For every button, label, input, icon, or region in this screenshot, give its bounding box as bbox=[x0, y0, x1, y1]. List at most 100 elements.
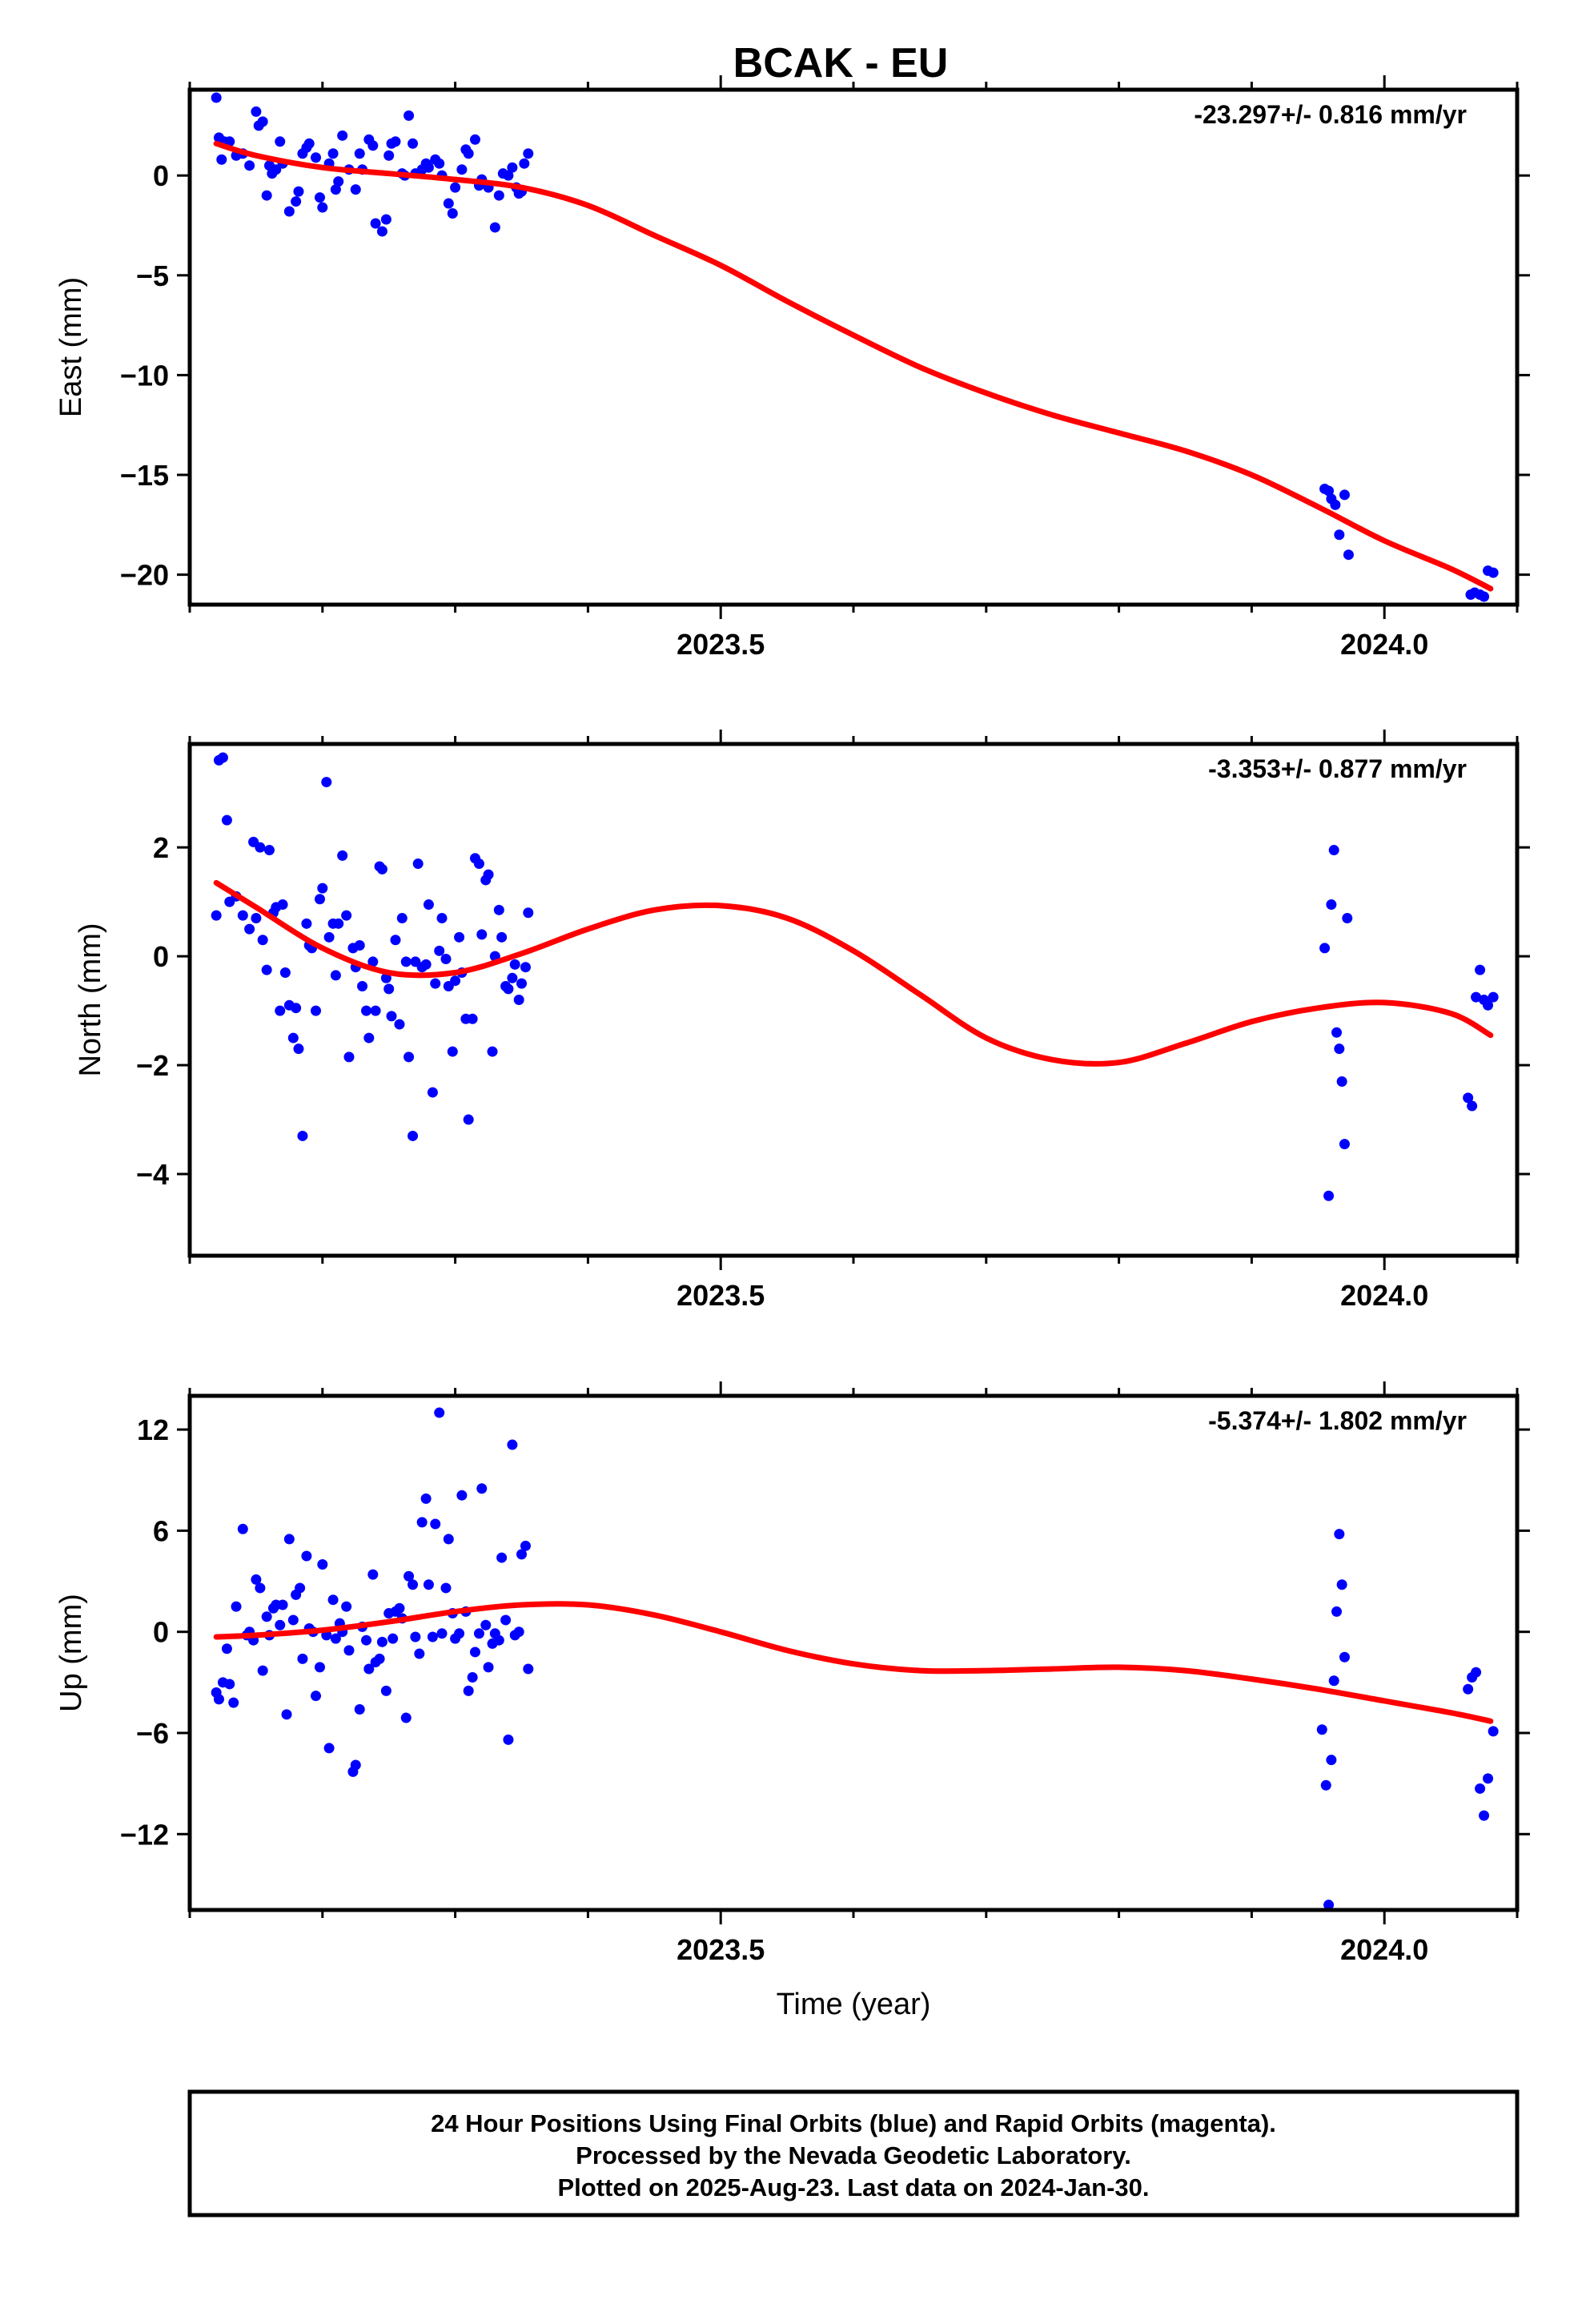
north-data-point bbox=[493, 904, 504, 915]
north-data-point bbox=[450, 975, 461, 987]
north-data-point bbox=[341, 910, 352, 921]
up-fit-line bbox=[213, 1601, 1494, 1724]
north-data-point bbox=[483, 869, 494, 880]
east-y-tick-label: −15 bbox=[120, 459, 169, 492]
east-data-point bbox=[257, 116, 268, 127]
north-data-point bbox=[487, 1046, 498, 1057]
up-data-point bbox=[469, 1647, 480, 1658]
east-data-point bbox=[317, 202, 328, 213]
north-data-point bbox=[380, 972, 391, 983]
up-data-point bbox=[473, 1628, 484, 1639]
east-data-point bbox=[293, 186, 304, 197]
up-data-point bbox=[1334, 1529, 1345, 1540]
east-data-point bbox=[354, 148, 365, 159]
north-data-point bbox=[337, 850, 348, 861]
up-data-point bbox=[503, 1734, 514, 1745]
up-data-point bbox=[1323, 1900, 1335, 1910]
up-data-point bbox=[354, 1704, 365, 1715]
north-data-point bbox=[463, 1114, 474, 1125]
up-data-point bbox=[1483, 1773, 1494, 1784]
north-data-point bbox=[287, 1032, 299, 1043]
up-data-point bbox=[427, 1631, 438, 1642]
up-data-point bbox=[476, 1483, 488, 1494]
up-data-point bbox=[277, 1599, 288, 1610]
east-data-point bbox=[1330, 499, 1341, 510]
north-data-point bbox=[367, 956, 379, 967]
north-data-point bbox=[509, 959, 520, 970]
up-data-point bbox=[414, 1648, 425, 1659]
time-axis-label: Time (year) bbox=[777, 1988, 931, 2021]
up-data-point bbox=[1463, 1683, 1474, 1695]
north-data-point bbox=[1331, 1027, 1343, 1038]
north-data-point bbox=[376, 863, 387, 875]
east-panel: 2023.5 2024.0 0 −5 −10 −15 −20 -23.297+/- 0.81… bbox=[54, 75, 1530, 661]
up-data-point bbox=[408, 1579, 419, 1590]
north-data-point bbox=[1463, 1092, 1474, 1104]
north-x-tick-label: 2024.0 bbox=[1340, 1279, 1428, 1312]
east-data-point bbox=[251, 106, 262, 117]
north-data-point bbox=[1323, 1190, 1335, 1201]
north-data-point bbox=[323, 931, 335, 943]
east-data-point bbox=[434, 158, 445, 169]
north-data-point bbox=[221, 814, 232, 826]
up-data-point bbox=[480, 1619, 492, 1630]
up-data-point bbox=[404, 1570, 415, 1582]
east-data-point bbox=[1343, 549, 1354, 561]
east-data-point bbox=[261, 190, 272, 201]
north-data-point bbox=[361, 1005, 372, 1016]
north-data-point bbox=[293, 1043, 304, 1055]
up-data-point bbox=[1320, 1779, 1331, 1791]
north-rate-label: -3.353+/- 0.877 mm/yr bbox=[1208, 754, 1467, 783]
east-y-tick-label: −5 bbox=[136, 259, 169, 292]
east-x-tick-label: 2024.0 bbox=[1340, 628, 1428, 661]
up-data-point bbox=[440, 1582, 452, 1594]
east-data-point bbox=[271, 164, 282, 175]
up-y-tick-label: 6 bbox=[153, 1514, 169, 1547]
east-rate-label: -23.297+/- 0.816 mm/yr bbox=[1194, 100, 1467, 129]
east-data-point bbox=[507, 162, 518, 173]
east-data-point bbox=[523, 148, 534, 159]
north-data-point bbox=[277, 899, 288, 911]
east-data-point bbox=[404, 110, 415, 121]
east-data-point bbox=[463, 148, 474, 159]
up-data-point bbox=[323, 1743, 335, 1754]
up-data-point bbox=[410, 1631, 421, 1642]
north-data-point bbox=[390, 935, 401, 946]
north-data-point bbox=[1467, 1100, 1478, 1112]
north-data-point bbox=[1326, 899, 1337, 911]
east-data-point bbox=[330, 184, 341, 195]
up-data-point bbox=[443, 1534, 454, 1545]
up-data-point bbox=[255, 1582, 266, 1594]
north-data-point bbox=[440, 954, 452, 965]
east-data-point bbox=[333, 176, 344, 187]
east-y-axis-label: East (mm) bbox=[54, 277, 88, 417]
up-data-point bbox=[1328, 1675, 1339, 1687]
up-y-tick-label: 0 bbox=[153, 1616, 169, 1649]
up-rate-label: -5.374+/- 1.802 mm/yr bbox=[1208, 1406, 1467, 1435]
up-data-point bbox=[1479, 1810, 1490, 1821]
north-data-point bbox=[520, 962, 531, 973]
up-data-point bbox=[281, 1709, 292, 1720]
up-y-tick-label: −12 bbox=[120, 1818, 169, 1851]
north-data-point bbox=[1475, 964, 1486, 975]
chart-title: BCAK - EU bbox=[733, 40, 949, 86]
up-data-point bbox=[1339, 1651, 1350, 1663]
east-data-point bbox=[350, 184, 361, 195]
up-data-point bbox=[380, 1685, 391, 1696]
up-data-point bbox=[520, 1540, 531, 1551]
north-data-point bbox=[357, 981, 368, 992]
north-data-point bbox=[1336, 1076, 1347, 1087]
north-data-point bbox=[343, 1051, 355, 1063]
north-data-point bbox=[251, 913, 262, 924]
north-data-point bbox=[423, 899, 434, 911]
up-data-point bbox=[493, 1634, 504, 1646]
east-data-point bbox=[489, 222, 500, 233]
up-data-point bbox=[295, 1582, 306, 1594]
north-y-tick-label: −4 bbox=[136, 1158, 169, 1191]
up-data-point bbox=[1316, 1724, 1327, 1735]
up-data-point bbox=[387, 1633, 399, 1644]
up-data-point bbox=[228, 1697, 239, 1708]
up-data-point bbox=[1471, 1667, 1482, 1678]
north-data-point bbox=[383, 983, 395, 995]
up-data-point bbox=[275, 1619, 286, 1630]
